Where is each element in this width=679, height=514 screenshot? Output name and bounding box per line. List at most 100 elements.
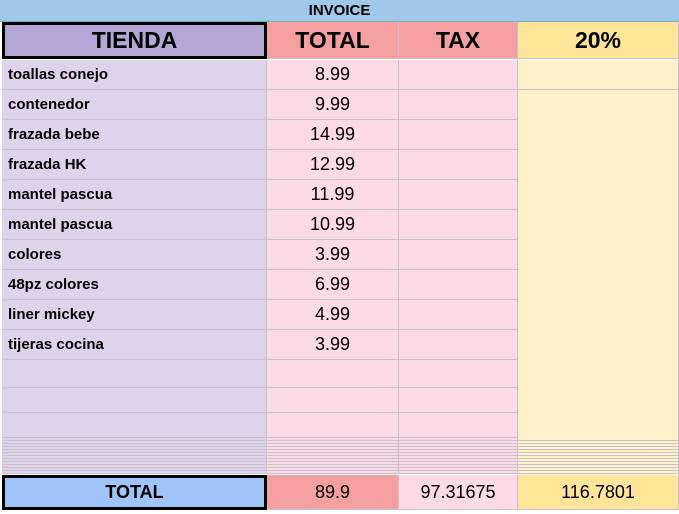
- empty-cell: [518, 360, 679, 388]
- item-total: 10.99: [267, 210, 399, 240]
- filler-row: [267, 468, 399, 471]
- empty-cell: [518, 388, 679, 413]
- item-total: 4.99: [267, 300, 399, 330]
- filler-row: [399, 456, 518, 459]
- item-pct: [518, 90, 679, 120]
- item-pct: [518, 270, 679, 300]
- item-total: 8.99: [267, 60, 399, 90]
- filler-row: [2, 450, 267, 453]
- filler-row: [2, 444, 267, 447]
- filler-row: [399, 447, 518, 450]
- empty-cell: [267, 388, 399, 413]
- footer-cell: TOTAL: [2, 475, 267, 510]
- item-pct: [518, 180, 679, 210]
- empty-cell: [267, 413, 399, 438]
- filler-row: [267, 444, 399, 447]
- item-pct: [518, 150, 679, 180]
- item-total: 6.99: [267, 270, 399, 300]
- filler-row: [267, 462, 399, 465]
- filler-row: [399, 444, 518, 447]
- filler-row: [267, 453, 399, 456]
- filler-row: [267, 441, 399, 444]
- header-cell: TOTAL: [267, 22, 399, 59]
- filler-row: [399, 465, 518, 468]
- item-name: mantel pascua: [2, 180, 267, 210]
- item-pct: [518, 300, 679, 330]
- item-tax: [399, 60, 518, 90]
- empty-cell: [2, 360, 267, 388]
- empty-cell: [267, 360, 399, 388]
- filler-row: [399, 438, 518, 441]
- item-tax: [399, 180, 518, 210]
- filler-row: [267, 450, 399, 453]
- empty-cell: [2, 413, 267, 438]
- filler-row: [2, 447, 267, 450]
- sheet-title: INVOICE: [0, 0, 679, 22]
- filler-row: [399, 471, 518, 474]
- item-pct: [518, 210, 679, 240]
- item-total: 14.99: [267, 120, 399, 150]
- item-name: 48pz colores: [2, 270, 267, 300]
- item-tax: [399, 90, 518, 120]
- filler-row: [2, 459, 267, 462]
- item-tax: [399, 120, 518, 150]
- item-tax: [399, 150, 518, 180]
- item-tax: [399, 270, 518, 300]
- filler-row: [399, 453, 518, 456]
- item-name: liner mickey: [2, 300, 267, 330]
- filler-row: [267, 438, 399, 441]
- item-tax: [399, 210, 518, 240]
- item-name: toallas conejo: [2, 60, 267, 90]
- item-pct: [518, 120, 679, 150]
- filler-row: [399, 459, 518, 462]
- filler-row: [2, 456, 267, 459]
- item-name: frazada bebe: [2, 120, 267, 150]
- item-pct: [518, 330, 679, 360]
- filler-row: [2, 468, 267, 471]
- item-total: 12.99: [267, 150, 399, 180]
- header-cell: TIENDA: [2, 22, 267, 59]
- header-cell: 20%: [518, 22, 679, 59]
- empty-cell: [399, 413, 518, 438]
- header-cell: TAX: [399, 22, 518, 59]
- item-name: mantel pascua: [2, 210, 267, 240]
- item-name: contenedor: [2, 90, 267, 120]
- item-pct: [518, 60, 679, 90]
- empty-cell: [518, 413, 679, 438]
- filler-row: [2, 471, 267, 474]
- filler-row: [267, 459, 399, 462]
- item-total: 9.99: [267, 90, 399, 120]
- filler-row: [399, 462, 518, 465]
- item-tax: [399, 240, 518, 270]
- filler-row: [399, 441, 518, 444]
- filler-row: [267, 447, 399, 450]
- item-name: colores: [2, 240, 267, 270]
- item-total: 3.99: [267, 330, 399, 360]
- filler-row: [2, 453, 267, 456]
- filler-row: [2, 441, 267, 444]
- filler-row: [2, 438, 267, 441]
- filler-row: [2, 465, 267, 468]
- footer-cell: 97.31675: [399, 475, 518, 510]
- item-tax: [399, 300, 518, 330]
- empty-cell: [399, 388, 518, 413]
- empty-cell: [2, 388, 267, 413]
- filler-row: [399, 450, 518, 453]
- filler-row: [2, 462, 267, 465]
- filler-row: [267, 465, 399, 468]
- filler-row: [267, 471, 399, 474]
- item-name: frazada HK: [2, 150, 267, 180]
- footer-cell: 89.9: [267, 475, 399, 510]
- filler-row: [399, 468, 518, 471]
- item-name: tijeras cocina: [2, 330, 267, 360]
- filler-row: [518, 471, 679, 474]
- footer-cell: 116.7801: [518, 475, 679, 510]
- item-total: 11.99: [267, 180, 399, 210]
- item-tax: [399, 330, 518, 360]
- empty-cell: [399, 360, 518, 388]
- item-pct: [518, 240, 679, 270]
- item-total: 3.99: [267, 240, 399, 270]
- filler-row: [267, 456, 399, 459]
